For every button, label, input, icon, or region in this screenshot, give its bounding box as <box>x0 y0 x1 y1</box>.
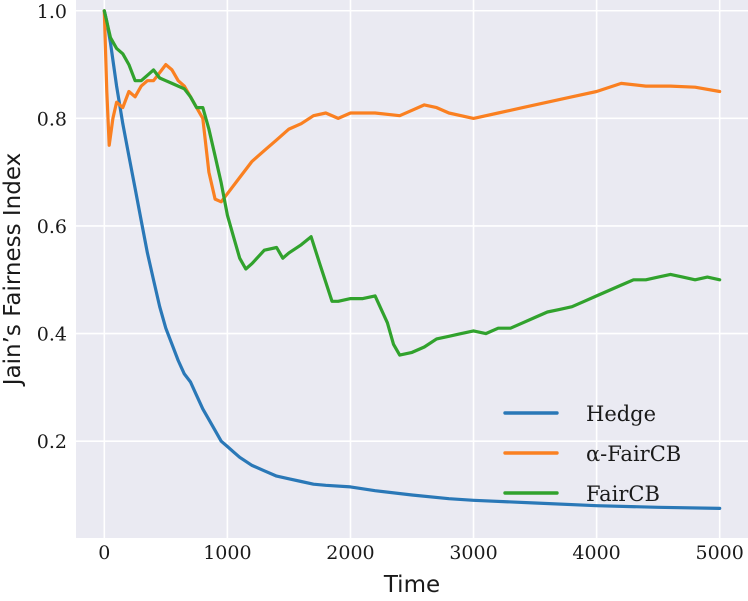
grid-lines <box>76 0 748 538</box>
legend-label-0: Hedge <box>586 402 656 426</box>
legend: Hedge α-FairCB FairCB <box>503 402 681 506</box>
y-tick-label: 0.8 <box>37 108 67 130</box>
x-axis-title: Time <box>383 572 440 598</box>
x-tick-label: 3000 <box>449 542 497 564</box>
x-tick-labels: 0 1000 2000 3000 4000 5000 <box>98 542 744 564</box>
y-tick-label: 0.4 <box>37 324 67 346</box>
legend-label-1: α-FairCB <box>586 442 681 466</box>
x-tick-label: 0 <box>98 542 110 564</box>
x-tick-label: 5000 <box>696 542 744 564</box>
y-axis-title: Jain’s Fairness Index <box>0 153 26 387</box>
legend-label-2: FairCB <box>586 482 660 506</box>
y-tick-label: 0.2 <box>37 431 67 453</box>
x-tick-label: 1000 <box>203 542 251 564</box>
y-tick-labels: 0.2 0.4 0.6 0.8 1.0 <box>37 1 67 453</box>
series-line-1 <box>102 9 722 204</box>
series-line-2 <box>102 9 722 357</box>
y-tick-label: 0.6 <box>37 216 67 238</box>
series-line-0 <box>102 9 722 510</box>
x-tick-label: 4000 <box>572 542 620 564</box>
y-tick-label: 1.0 <box>37 1 67 23</box>
series-lines <box>102 9 722 510</box>
x-tick-label: 2000 <box>326 542 374 564</box>
